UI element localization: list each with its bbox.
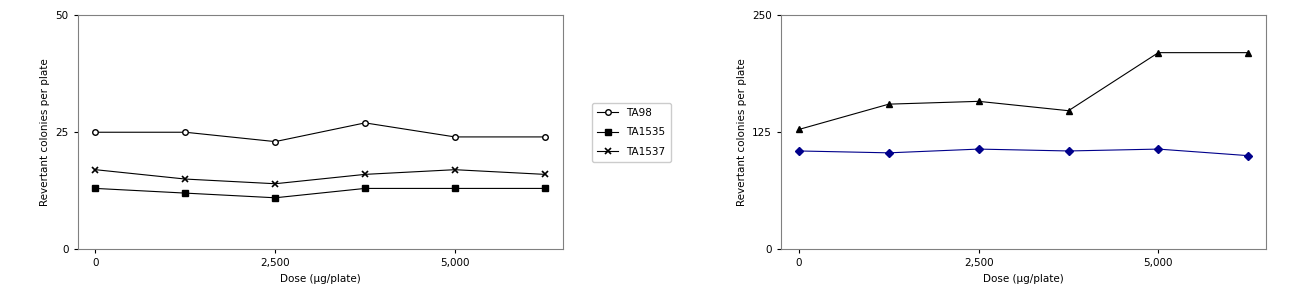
X-axis label: Dose (µg/plate): Dose (µg/plate) — [280, 274, 360, 284]
TA98 — [447, 135, 463, 139]
TA100 — [881, 151, 897, 155]
WP2 $uvrA$ (pKM101) — [1240, 51, 1256, 54]
Legend: TA98, TA1535, TA1537: TA98, TA1535, TA1537 — [592, 103, 671, 162]
WP2 $uvrA$ (pKM101) — [791, 128, 806, 131]
TA98 — [537, 135, 553, 139]
TA1535 — [88, 187, 103, 190]
TA1537 — [447, 168, 463, 171]
TA98 — [358, 121, 373, 125]
TA1537 — [177, 177, 193, 181]
TA1535 — [267, 196, 283, 200]
WP2 $uvrA$ (pKM101) — [1061, 109, 1076, 112]
TA100 — [970, 147, 986, 151]
TA98 — [177, 130, 193, 134]
Line: TA98: TA98 — [93, 120, 548, 144]
WP2 $uvrA$ (pKM101) — [1151, 51, 1167, 54]
TA98 — [267, 140, 283, 143]
Y-axis label: Revertant colonies per plate: Revertant colonies per plate — [736, 58, 747, 206]
Line: WP2 $uvrA$ (pKM101): WP2 $uvrA$ (pKM101) — [796, 49, 1252, 133]
Line: TA1535: TA1535 — [93, 186, 548, 201]
Line: TA100: TA100 — [796, 146, 1251, 158]
TA1535 — [358, 187, 373, 190]
WP2 $uvrA$ (pKM101) — [881, 102, 897, 106]
X-axis label: Dose (µg/plate): Dose (µg/plate) — [983, 274, 1063, 284]
TA98 — [88, 130, 103, 134]
TA100 — [791, 149, 806, 153]
WP2 $uvrA$ (pKM101) — [970, 99, 986, 103]
TA1535 — [537, 187, 553, 190]
Y-axis label: Revertant colonies per plate: Revertant colonies per plate — [40, 58, 49, 206]
TA100 — [1240, 154, 1256, 157]
TA1537 — [267, 182, 283, 185]
TA1535 — [447, 187, 463, 190]
TA1537 — [88, 168, 103, 171]
TA100 — [1061, 149, 1076, 153]
TA1537 — [358, 173, 373, 176]
TA1537 — [537, 173, 553, 176]
TA1535 — [177, 191, 193, 195]
Line: TA1537: TA1537 — [92, 166, 548, 187]
TA100 — [1151, 147, 1167, 151]
